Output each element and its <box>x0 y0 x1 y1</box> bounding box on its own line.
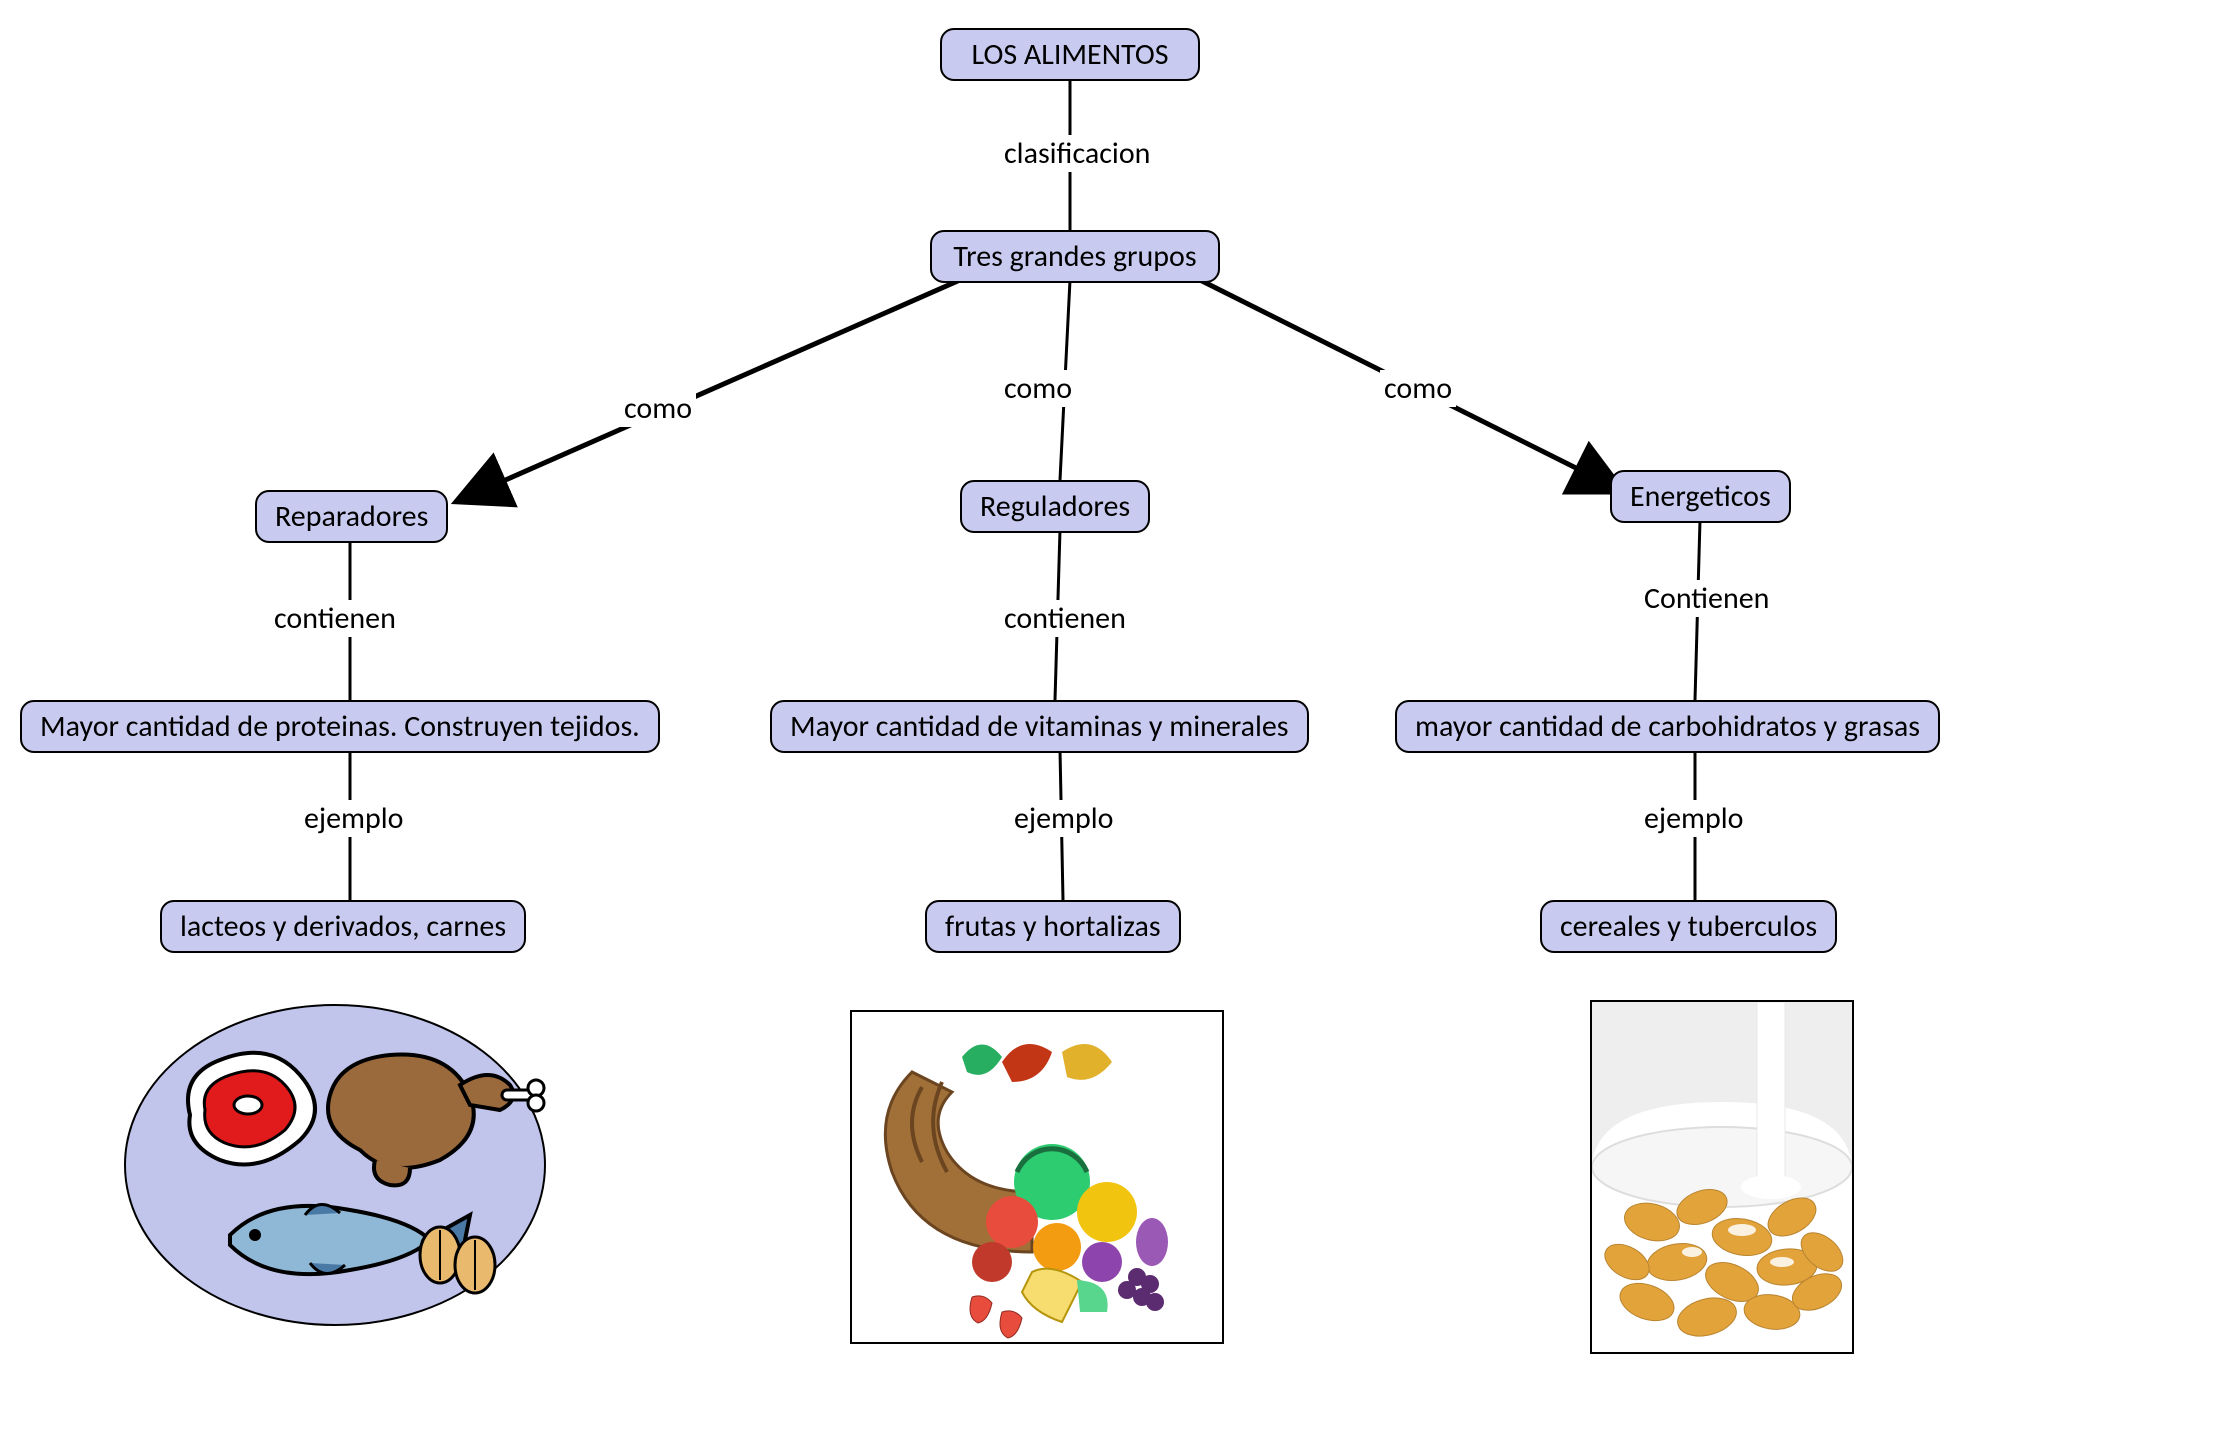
label-cont-mid: contienen <box>1000 600 1130 637</box>
node-groups: Tres grandes grupos <box>930 230 1220 283</box>
image-fruits <box>850 1010 1224 1344</box>
node-ene-desc: mayor cantidad de carbohidratos y grasas <box>1395 700 1940 753</box>
node-ene-ex: cereales y tuberculos <box>1540 900 1837 953</box>
concept-map-canvas: LOS ALIMENTOS Tres grandes grupos Repara… <box>0 0 2231 1452</box>
label-ej-left: ejemplo <box>300 800 407 837</box>
node-reg-ex: frutas y hortalizas <box>925 900 1181 953</box>
node-root: LOS ALIMENTOS <box>940 28 1200 81</box>
label-cont-left: contienen <box>270 600 400 637</box>
node-reg-desc: Mayor cantidad de vitaminas y minerales <box>770 700 1309 753</box>
node-reparadores: Reparadores <box>255 490 448 543</box>
image-cereals <box>1590 1000 1854 1354</box>
label-como-left: como <box>620 390 696 427</box>
label-clasificacion: clasificacion <box>1000 135 1154 172</box>
label-cont-right: Contienen <box>1640 580 1773 617</box>
label-como-mid: como <box>1000 370 1076 407</box>
image-meat-fish <box>120 1000 550 1330</box>
node-rep-desc: Mayor cantidad de proteinas. Construyen … <box>20 700 660 753</box>
node-energeticos: Energeticos <box>1610 470 1791 523</box>
node-reguladores: Reguladores <box>960 480 1150 533</box>
label-como-right: como <box>1380 370 1456 407</box>
label-ej-right: ejemplo <box>1640 800 1747 837</box>
label-ej-mid: ejemplo <box>1010 800 1117 837</box>
node-rep-ex: lacteos y derivados, carnes <box>160 900 526 953</box>
